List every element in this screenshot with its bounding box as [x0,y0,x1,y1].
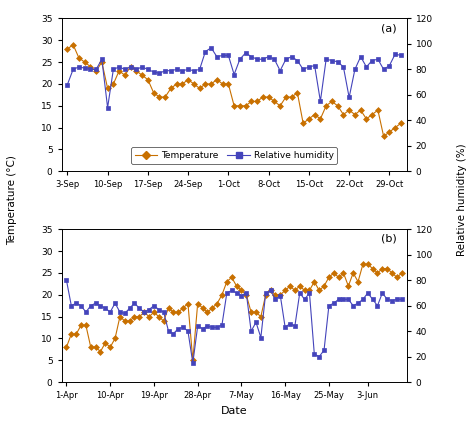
Relative humidity [141,309,147,315]
Temperature [398,121,404,126]
Temperature [253,309,259,315]
Temperature [166,305,172,310]
Relative humidity [166,329,172,334]
Temperature [64,46,70,52]
Temperature [82,59,87,65]
Relative humidity [350,303,356,309]
Temperature [210,305,215,310]
Temperature [107,345,113,350]
Line: Temperature: Temperature [64,262,404,362]
Temperature [141,309,147,315]
Relative humidity [156,71,162,76]
X-axis label: Date: Date [221,406,247,416]
Line: Relative humidity: Relative humidity [65,45,403,110]
Temperature [243,103,248,108]
Temperature [156,95,162,100]
Relative humidity [398,53,404,58]
Relative humidity [64,82,70,87]
Relative humidity [64,278,69,283]
Relative humidity [122,67,128,72]
Line: Relative humidity: Relative humidity [64,278,404,365]
Relative humidity [399,297,405,302]
Temperature [399,270,405,276]
Relative humidity [105,105,110,110]
Line: Temperature: Temperature [65,43,403,139]
Temperature [190,357,196,363]
Temperature [122,72,128,78]
Text: Temperature (°C): Temperature (°C) [7,155,17,245]
Text: (b): (b) [381,234,396,244]
Legend: Temperature, Relative humidity: Temperature, Relative humidity [131,147,337,164]
Relative humidity [253,320,259,325]
Temperature [360,262,366,267]
Temperature [355,279,361,284]
Relative humidity [99,56,105,62]
Relative humidity [355,301,361,306]
Relative humidity [248,54,254,59]
Temperature [70,42,76,48]
Temperature [312,112,318,117]
Temperature [105,86,110,91]
Temperature [64,345,69,350]
Relative humidity [318,99,323,104]
Text: (a): (a) [381,23,396,33]
Text: Relative humidity (%): Relative humidity (%) [457,143,467,256]
Temperature [381,134,386,139]
Relative humidity [107,309,113,315]
Relative humidity [208,45,214,51]
Relative humidity [76,64,82,70]
Relative humidity [190,361,196,366]
